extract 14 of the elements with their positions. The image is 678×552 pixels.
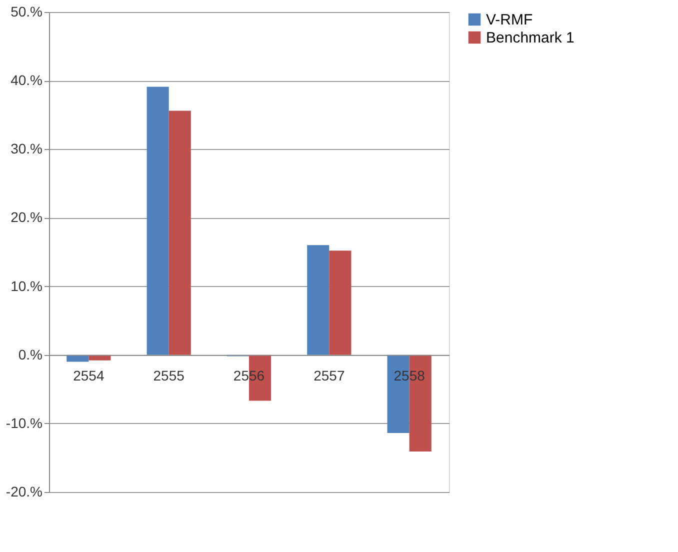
y-tick-label: 10.% bbox=[10, 278, 42, 294]
y-tick-label: 0.% bbox=[18, 346, 42, 362]
legend-label: V-RMF bbox=[486, 12, 533, 28]
x-tick-label: 2556 bbox=[233, 367, 265, 384]
y-tick-label: 50.% bbox=[10, 4, 42, 20]
y-tick-label: -20.% bbox=[6, 484, 42, 500]
y-tick-label: -10.% bbox=[6, 414, 42, 431]
x-tick-label: 2554 bbox=[73, 367, 104, 384]
y-tick-label: 30.% bbox=[10, 140, 42, 157]
y-tick-label: 20.% bbox=[10, 209, 42, 226]
x-tick-label: 2557 bbox=[314, 367, 345, 384]
x-tick-label: 2555 bbox=[153, 367, 185, 384]
legend-label: Benchmark 1 bbox=[486, 30, 574, 46]
y-tick-label: 40.% bbox=[10, 72, 42, 88]
